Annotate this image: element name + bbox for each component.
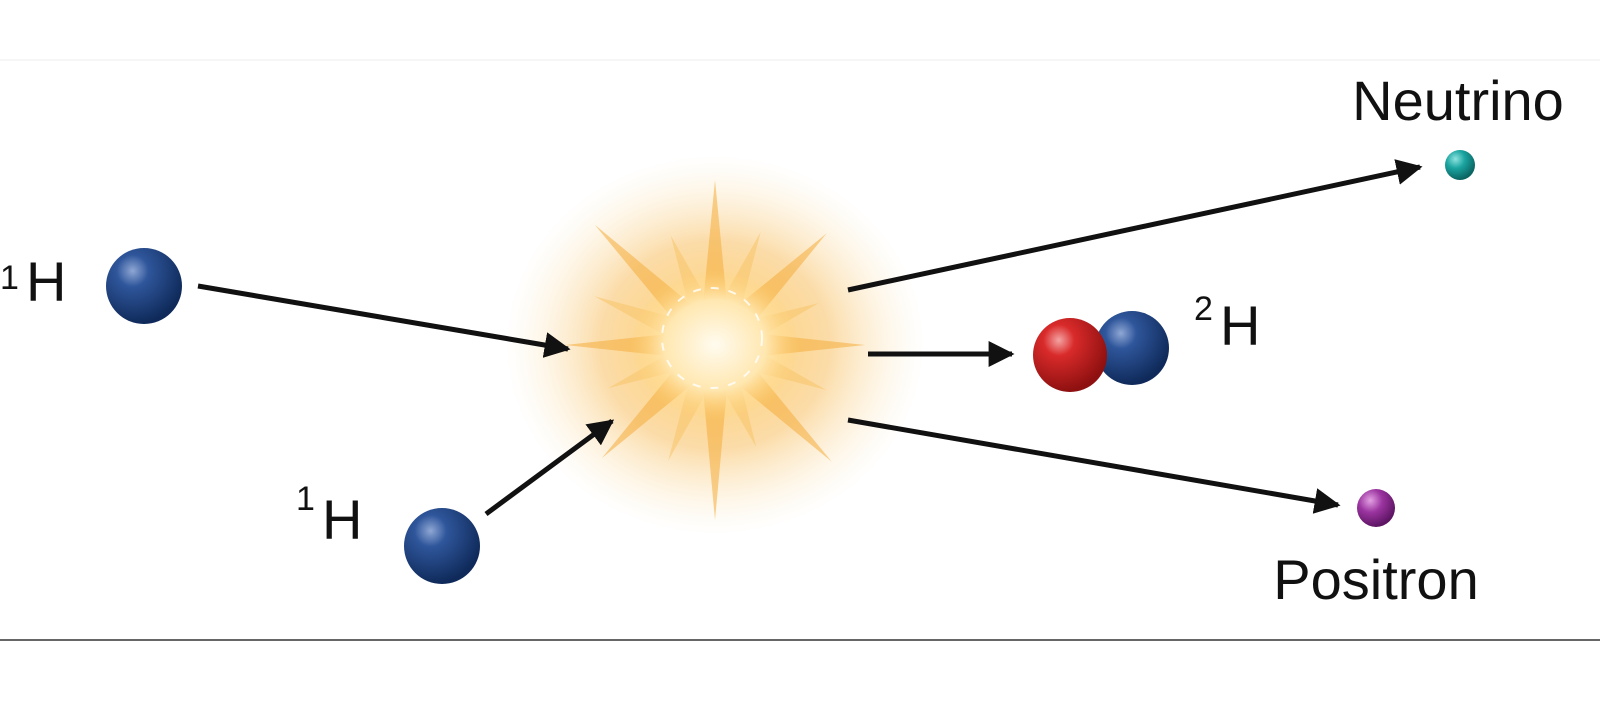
neutrino-label: Neutrino [1352,69,1564,132]
arrow-positron-out [847,417,1341,514]
positron-sphere [1357,489,1395,527]
top-margin [0,0,1600,60]
proton-top-symbol: H [26,250,66,313]
deuterium-mass-number: 2 [1194,290,1213,328]
proton-top: 1 H [0,248,182,324]
proton-bottom-sphere [404,508,480,584]
positron-label: Positron [1273,548,1478,611]
deuterium-neutron-sphere [1095,311,1169,385]
proton-bottom-symbol: H [322,488,362,551]
proton-top-mass-number: 1 [0,259,19,297]
arrow-proton-bottom-in [484,418,615,517]
deuterium-symbol: H [1220,294,1260,357]
deuterium-nucleus: 2 H [1033,290,1260,392]
proton-bottom: 1 H [296,480,480,584]
arrow-proton-top-in [197,283,571,358]
flash-dashed-ring [661,287,763,389]
positron: Positron [1273,489,1479,611]
neutrino-sphere [1445,150,1475,180]
proton-bottom-mass-number: 1 [296,480,315,518]
neutrino: Neutrino [1352,69,1564,180]
fusion-flash [505,155,925,535]
deuterium-proton-sphere [1033,318,1107,392]
proton-top-sphere [106,248,182,324]
arrow-neutrino-out [847,159,1423,293]
